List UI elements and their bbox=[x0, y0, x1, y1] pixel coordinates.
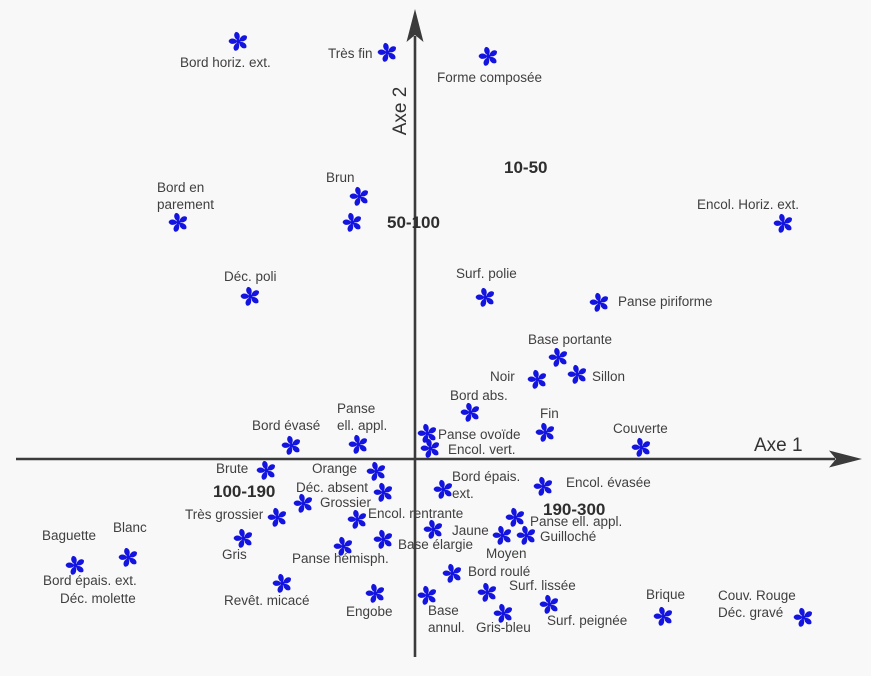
data-point-label: Très grossier bbox=[185, 507, 264, 522]
data-point-label: Encol. Horiz. ext. bbox=[697, 197, 800, 212]
data-point-marker bbox=[419, 437, 441, 459]
data-point-label: Encol. évasée bbox=[566, 475, 651, 490]
data-point-label: Blanc bbox=[113, 520, 147, 535]
data-point-label: Engobe bbox=[346, 604, 393, 619]
data-point-marker bbox=[346, 508, 368, 530]
x-axis-arrow-icon bbox=[829, 450, 862, 468]
data-point-label: Bord horiz. ext. bbox=[180, 55, 271, 70]
y-axis-arrow-icon bbox=[406, 9, 424, 42]
data-point-label: Base annul. bbox=[428, 603, 465, 635]
data-point-label: Couv. Rouge Déc. gravé bbox=[718, 588, 796, 620]
data-point-marker bbox=[365, 460, 387, 482]
data-point-marker bbox=[588, 291, 610, 313]
data-point-label: Panse ell. appl. bbox=[337, 401, 388, 433]
group-size-label: 10-50 bbox=[504, 158, 548, 177]
data-point-marker bbox=[292, 492, 314, 514]
data-point-label: Jaune bbox=[452, 523, 489, 538]
data-point-label: Panse piriforme bbox=[618, 294, 713, 309]
data-point-label: Baguette bbox=[42, 528, 97, 543]
data-point-marker bbox=[547, 346, 569, 368]
data-point-marker bbox=[227, 30, 249, 52]
data-point-label: Guilloché bbox=[540, 529, 597, 544]
data-point-marker bbox=[255, 459, 277, 481]
data-point-label: Fin bbox=[540, 406, 559, 421]
data-point-marker bbox=[652, 605, 674, 627]
data-point-label: Revêt. micacé bbox=[224, 593, 310, 608]
x-axis-title: Axe 1 bbox=[754, 435, 803, 456]
data-point-label: Sillon bbox=[592, 369, 626, 384]
data-point-label: Déc. poli bbox=[224, 269, 277, 284]
data-point-label: Encol. vert. bbox=[448, 442, 516, 457]
data-point-marker bbox=[534, 421, 556, 443]
data-point-marker bbox=[432, 478, 454, 500]
data-point-marker bbox=[348, 185, 370, 207]
group-size-label: 100-190 bbox=[213, 482, 276, 501]
data-point-label: Noir bbox=[490, 369, 515, 384]
data-point-marker bbox=[477, 45, 499, 67]
group-size-label: 50-100 bbox=[387, 213, 440, 232]
data-point-marker bbox=[271, 572, 293, 594]
data-point-marker bbox=[239, 285, 261, 307]
data-point-marker bbox=[117, 546, 139, 568]
data-point-label: Encol. rentrante bbox=[368, 506, 464, 521]
data-point-label: Bord évasé bbox=[252, 418, 321, 433]
data-point-marker bbox=[266, 506, 288, 528]
data-point-label: Base élargie bbox=[398, 537, 474, 552]
data-point-label: Panse hémisph. bbox=[292, 551, 389, 566]
data-point-label: Panse ovoïde bbox=[438, 427, 521, 442]
data-point-label: Forme composée bbox=[437, 70, 543, 85]
data-point-label: Bord épais. ext. bbox=[452, 469, 521, 501]
data-point-marker bbox=[515, 524, 537, 546]
data-point-marker bbox=[280, 434, 302, 456]
data-point-marker bbox=[491, 524, 513, 546]
data-point-label: Gris-bleu bbox=[476, 620, 531, 635]
data-point-marker bbox=[167, 211, 189, 233]
data-point-label: Base portante bbox=[528, 332, 613, 347]
data-point-label: Surf. peignée bbox=[547, 613, 628, 628]
data-point-marker bbox=[476, 581, 498, 603]
data-point-label: Déc. molette bbox=[60, 591, 136, 606]
data-point-label: Bord épais. ext. bbox=[43, 573, 137, 588]
data-point-marker bbox=[341, 211, 363, 233]
data-point-marker bbox=[526, 368, 548, 390]
data-point-marker bbox=[566, 363, 588, 385]
data-point-marker bbox=[232, 527, 254, 549]
data-point-marker bbox=[441, 562, 463, 584]
data-point-marker bbox=[474, 286, 496, 308]
data-point-marker bbox=[630, 436, 652, 458]
data-point-label: Surf. polie bbox=[456, 266, 517, 281]
data-point-label: Bord abs. bbox=[450, 388, 508, 403]
data-point-marker bbox=[364, 582, 386, 604]
data-point-label: Grossier bbox=[320, 495, 372, 510]
data-point-marker bbox=[772, 212, 794, 234]
data-point-marker bbox=[372, 481, 394, 503]
data-point-label: Couverte bbox=[613, 421, 668, 436]
data-point-label: Gris bbox=[222, 547, 247, 562]
data-point-label: Brun bbox=[326, 170, 355, 185]
group-size-label: 190-300 bbox=[543, 500, 606, 519]
data-point-label: Bord en parement bbox=[157, 180, 215, 212]
data-point-label: Orange bbox=[312, 461, 358, 476]
data-point-label: Bord roulé bbox=[468, 564, 531, 579]
data-point-marker bbox=[372, 528, 394, 550]
data-point-marker bbox=[532, 475, 554, 497]
data-point-marker bbox=[376, 41, 398, 63]
data-point-label: Brute bbox=[216, 461, 249, 476]
data-point-label: Très fin bbox=[328, 46, 373, 61]
data-point-label: Moyen bbox=[486, 546, 527, 561]
data-point-label: Surf. lissée bbox=[509, 578, 576, 593]
data-point-marker bbox=[347, 433, 369, 455]
data-point-label: Panse ell. appl. bbox=[530, 514, 623, 529]
data-point-marker bbox=[538, 593, 560, 615]
data-point-label: Brique bbox=[646, 587, 686, 602]
y-axis-title: Axe 2 bbox=[390, 86, 411, 136]
data-point-label: Déc. absent bbox=[296, 480, 369, 495]
